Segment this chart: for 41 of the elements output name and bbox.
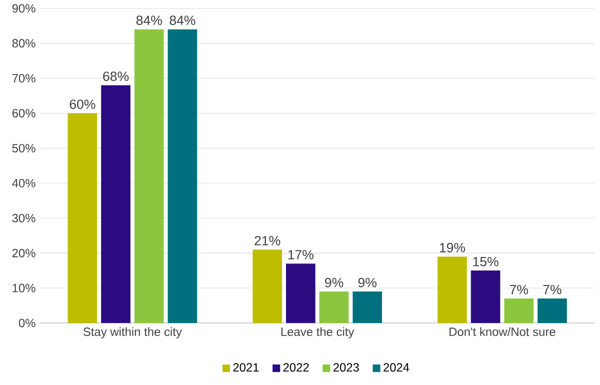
legend-label: 2021: [233, 363, 259, 372]
y-tick-label: 90%: [12, 4, 36, 13]
x-tick-label: Stay within the city: [83, 327, 182, 338]
bar: [286, 264, 316, 323]
data-label: 7%: [510, 284, 528, 294]
data-label: 9%: [358, 278, 376, 288]
y-tick-label: 20%: [12, 248, 36, 258]
bar: [101, 85, 130, 323]
x-tick-label: Don't know/Not sure: [450, 327, 556, 336]
bar: [319, 292, 349, 323]
data-label: 9%: [325, 278, 344, 288]
bar: [538, 298, 567, 323]
bar: [504, 298, 534, 323]
bar: [68, 113, 98, 323]
y-tick-label: 0%: [18, 318, 36, 328]
bar: [168, 29, 198, 323]
data-label: 19%: [440, 242, 466, 252]
bar: [470, 270, 500, 323]
y-tick-label: 80%: [12, 39, 36, 48]
legend-label: 2024: [384, 363, 410, 372]
data-label: 7%: [543, 284, 562, 294]
x-tick-label: Leave the city: [281, 327, 354, 338]
legend-label: 2023: [333, 363, 359, 372]
data-label: 84%: [170, 16, 196, 26]
data-label: 15%: [473, 256, 498, 266]
y-tick-label: 50%: [12, 144, 36, 152]
y-tick-label: 60%: [12, 108, 36, 118]
y-tick-label: 10%: [12, 284, 36, 292]
bar: [352, 292, 382, 323]
y-tick-label: 70%: [12, 74, 36, 82]
bar: [134, 29, 164, 323]
data-label: 84%: [136, 16, 162, 26]
bar: [438, 256, 467, 323]
y-tick-label: 40%: [12, 178, 36, 188]
bar: [252, 250, 282, 323]
legend-label: 2022: [283, 363, 309, 372]
data-label: 21%: [254, 236, 280, 246]
data-label: 60%: [70, 100, 96, 109]
data-label: 17%: [288, 250, 314, 260]
y-tick-label: 30%: [12, 214, 36, 222]
data-label: 68%: [103, 72, 129, 81]
